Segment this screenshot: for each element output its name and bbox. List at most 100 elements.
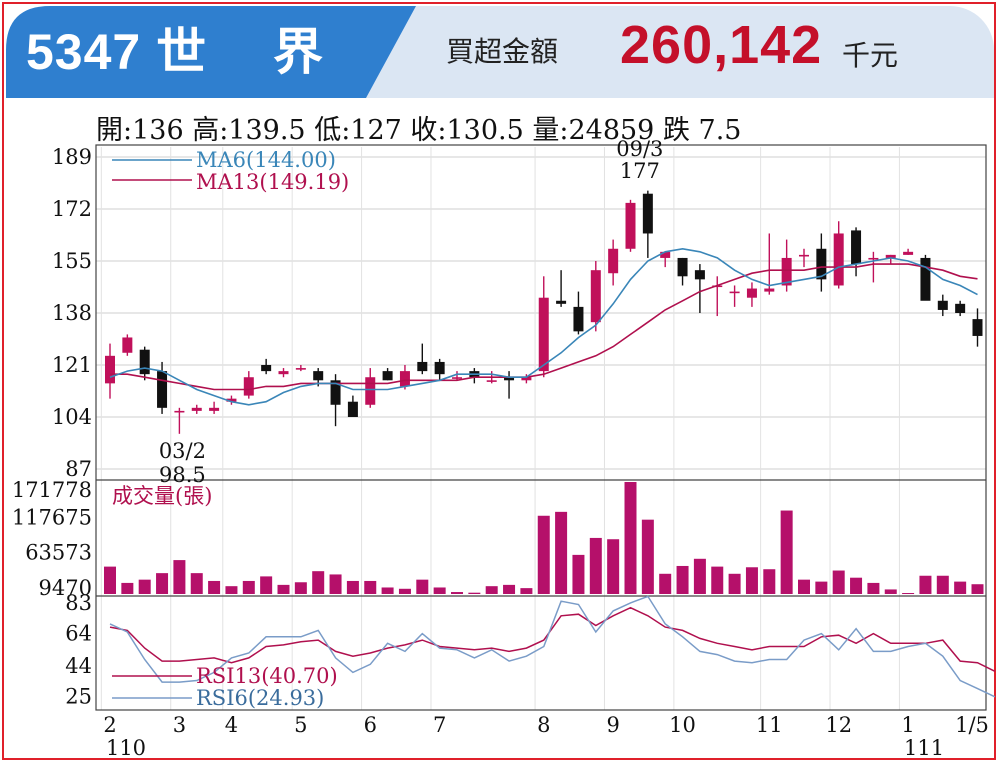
volume-bar: [832, 570, 845, 594]
rsi6-legend-label: RSI6(24.93): [196, 686, 324, 710]
volume-bar: [850, 577, 863, 594]
candle-body: [538, 297, 549, 372]
volume-bar: [745, 567, 758, 594]
volume-bar: [537, 515, 550, 594]
rsi6-line: [109, 595, 996, 698]
price-tick-label: 121: [52, 353, 92, 377]
low-price-annotation: 98.5: [159, 463, 206, 487]
candle-body: [226, 398, 237, 402]
candle-body: [660, 251, 671, 258]
candle-body: [105, 355, 115, 384]
volume-tick-label: 117675: [12, 505, 92, 529]
candle-body: [243, 377, 254, 396]
ma13-legend-label: MA13(149.19): [196, 170, 349, 194]
candle-body: [434, 361, 445, 375]
rsi-tick-label: 64: [65, 622, 92, 646]
candle-body: [920, 257, 931, 301]
volume-bar: [381, 587, 394, 594]
volume-bar: [676, 565, 689, 594]
volume-bar: [798, 579, 810, 594]
candle-body: [417, 361, 428, 372]
volume-bar: [433, 587, 446, 594]
volume-bar: [121, 582, 134, 594]
candle-body: [833, 233, 844, 286]
volume-bar: [954, 581, 967, 594]
volume-tick-label: 171778: [12, 478, 92, 502]
volume-bar: [520, 588, 533, 594]
candle-body: [347, 401, 358, 417]
volume-bar: [451, 592, 463, 594]
price-tick-label: 155: [52, 249, 92, 273]
candle-body: [955, 303, 966, 313]
volume-bar: [971, 584, 984, 594]
candle-body: [556, 300, 567, 304]
price-tick-label: 138: [52, 301, 92, 325]
volume-bar: [329, 574, 342, 594]
volume-bar: [589, 537, 602, 594]
volume-bar: [138, 579, 151, 594]
candle-body: [399, 371, 410, 387]
volume-bar: [260, 576, 273, 594]
net-buy-label: 買超金額: [446, 35, 559, 68]
candle-body: [868, 257, 879, 260]
ma6-legend-label: MA6(144.00): [196, 148, 336, 172]
volume-bar: [711, 566, 724, 594]
price-tick-label: 87: [65, 457, 92, 481]
candle-body: [677, 257, 688, 277]
candle-body: [452, 377, 462, 379]
volume-bar: [156, 573, 169, 594]
candle-body: [261, 365, 272, 372]
high-price-annotation: 177: [620, 159, 660, 183]
x-tick-label: 1/5: [955, 713, 989, 737]
rsi-tick-label: 83: [65, 591, 92, 615]
x-tick-label: 5: [294, 713, 307, 737]
candle-body: [851, 230, 862, 265]
candle-body: [799, 254, 809, 257]
candle-body: [816, 248, 827, 280]
candle-body: [122, 337, 133, 353]
candle-body: [365, 377, 376, 405]
price-tick-label: 172: [52, 197, 92, 221]
candle-body: [972, 319, 983, 336]
volume-bar: [641, 519, 654, 594]
stock-title: 5347 世 界: [26, 24, 325, 80]
candle-body: [625, 202, 636, 249]
year-label: 111: [904, 736, 944, 760]
volume-bar: [815, 581, 828, 594]
candle-body: [504, 377, 515, 381]
candle-body: [590, 270, 601, 323]
volume-bar: [346, 580, 359, 594]
candle-body: [278, 371, 289, 375]
volume-bar: [485, 586, 498, 594]
x-tick-label: 11: [756, 713, 783, 737]
rsi-tick-label: 25: [65, 685, 92, 709]
price-tick-label: 189: [52, 145, 92, 169]
x-tick-label: 10: [669, 713, 696, 737]
ohlc-summary: 開:136 高:139.5 低:127 收:130.5 量:24859 跌 7.…: [96, 115, 742, 146]
candle-body: [313, 371, 324, 381]
title-pill: [6, 6, 416, 98]
volume-tick-label: 9470: [39, 576, 92, 600]
price-tick-label: 104: [52, 405, 92, 429]
volume-bar: [312, 571, 325, 594]
candle-body: [746, 288, 757, 298]
volume-bar: [624, 482, 637, 594]
candle-body: [642, 193, 653, 234]
candle-body: [330, 380, 341, 405]
candle-body: [694, 270, 705, 280]
ma13-line: [110, 263, 978, 391]
volume-bar: [398, 588, 411, 594]
candle-body: [937, 300, 948, 310]
x-tick-label: 8: [537, 713, 550, 737]
rsi-tick-label: 44: [65, 654, 92, 678]
x-tick-label: 7: [433, 713, 446, 737]
candle-body: [903, 251, 914, 255]
volume-bar: [936, 575, 949, 594]
plot-border: [95, 144, 987, 711]
x-tick-label: 9: [606, 713, 619, 737]
candle-body: [764, 288, 775, 292]
volume-bar: [225, 586, 238, 594]
candle-body: [191, 407, 202, 411]
